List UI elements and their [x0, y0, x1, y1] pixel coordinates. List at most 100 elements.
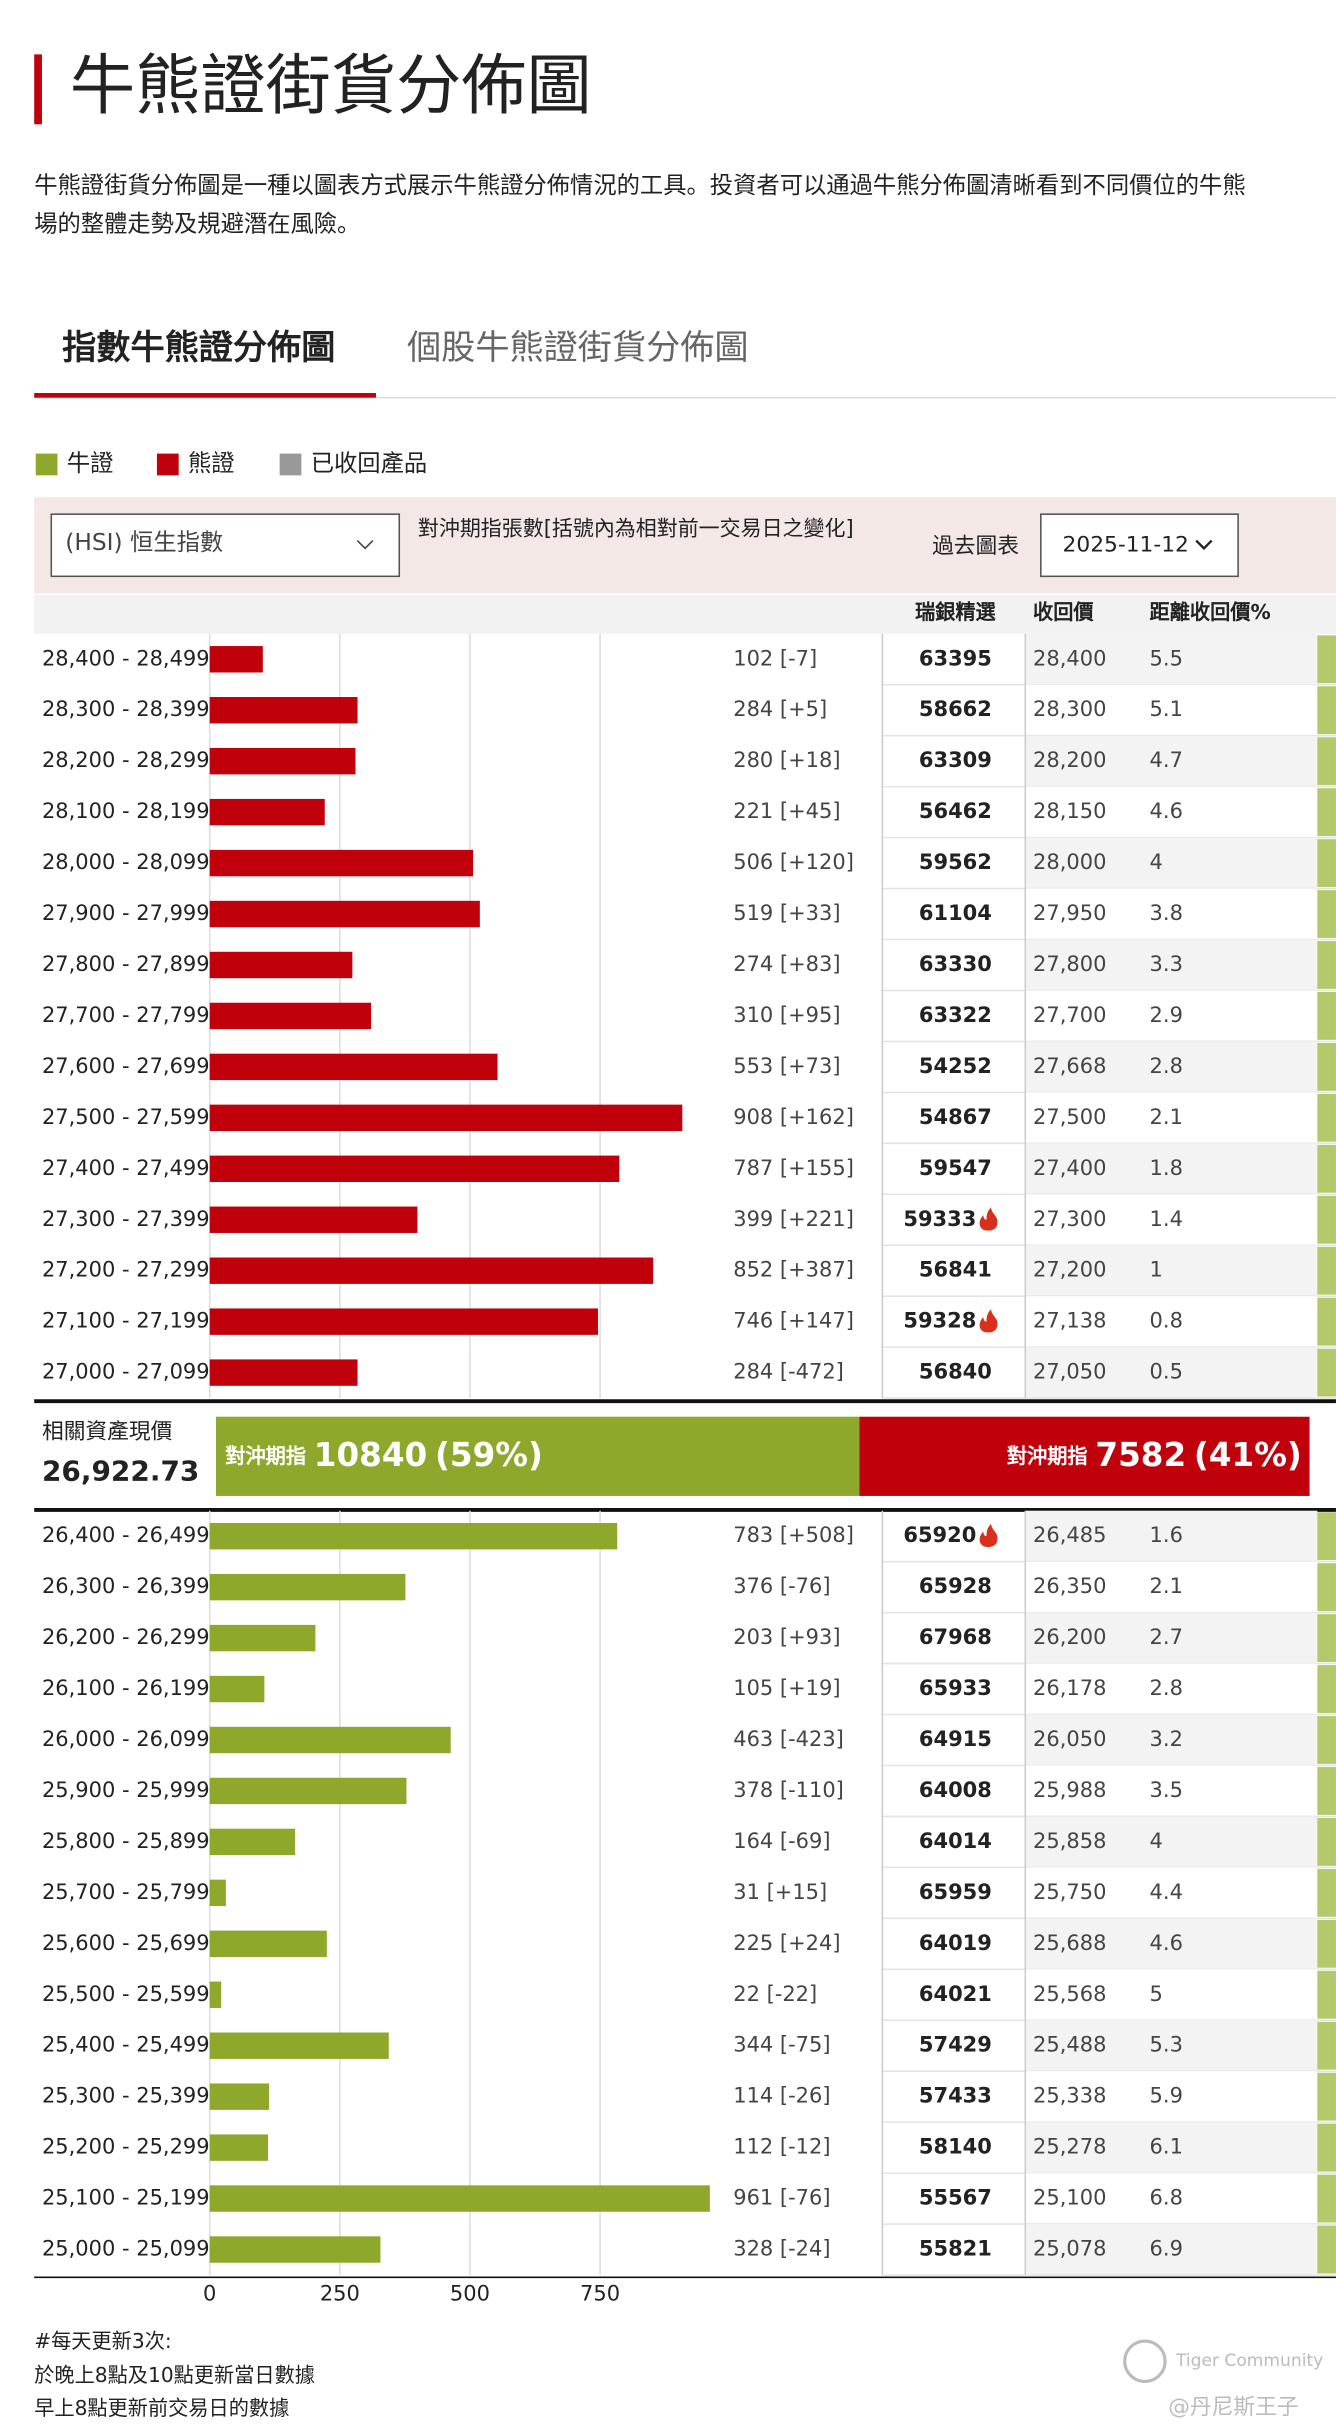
tab-underline: [34, 393, 376, 398]
row-bg: [1025, 1663, 1318, 1715]
chevron: [1195, 539, 1213, 551]
distance: 6.9: [1150, 2237, 1183, 2261]
distance: 3.3: [1150, 952, 1183, 976]
edge-cell: [1317, 2021, 1336, 2070]
distance: 2.9: [1150, 1003, 1183, 1027]
row-bg: [1025, 1867, 1318, 1919]
pick-code: 61104: [919, 901, 992, 925]
pick-code: 59328: [903, 1309, 976, 1333]
call-price: 27,138: [1033, 1309, 1106, 1333]
pick-code: 65928: [919, 1574, 992, 1598]
pick-code: 57429: [919, 2033, 992, 2057]
row-label: 26,400 - 26,499: [42, 1523, 210, 1547]
tab[interactable]: 指數牛熊證分佈圖: [62, 328, 335, 368]
distance: 5.1: [1150, 697, 1183, 721]
bar: [209, 1675, 265, 1703]
distance: 3.5: [1150, 1778, 1183, 1802]
hot-icon: [979, 1207, 998, 1231]
call-price: 27,668: [1033, 1054, 1106, 1078]
call-price: 25,988: [1033, 1778, 1106, 1802]
tab[interactable]: 個股牛熊證街貨分佈圖: [407, 328, 749, 368]
bar: [209, 900, 480, 928]
value-label: 114 [-26]: [733, 2084, 830, 2108]
footer-note: 於晚上8點及10點更新當日數據: [34, 2363, 315, 2387]
value-label: 31 [+15]: [733, 1880, 827, 1904]
edge-cell: [1317, 1512, 1336, 1561]
row-label: 27,400 - 27,499: [42, 1156, 210, 1180]
row-bg: [1025, 1561, 1318, 1613]
distance: 2.1: [1150, 1105, 1183, 1129]
row-bg: [1025, 1041, 1318, 1093]
pick-code: 63395: [919, 646, 992, 670]
row-bg: [1025, 2071, 1318, 2123]
bar: [209, 1522, 618, 1550]
call-price: 27,950: [1033, 901, 1106, 925]
row-label: 27,600 - 27,699: [42, 1054, 210, 1078]
call-price: 27,300: [1033, 1207, 1106, 1231]
pick-code: 64915: [919, 1727, 992, 1751]
distance: 4.6: [1150, 1931, 1183, 1955]
distance: 0.5: [1150, 1360, 1183, 1384]
pick-code: 59333: [903, 1207, 976, 1231]
row-label: 28,100 - 28,199: [42, 799, 210, 823]
row-label: 28,300 - 28,399: [42, 697, 210, 721]
pick-code: 63330: [919, 952, 992, 976]
history-label: 過去圖表: [932, 534, 1019, 559]
pick-code: 63309: [919, 748, 992, 772]
date-select[interactable]: [1040, 513, 1239, 578]
call-price: 25,338: [1033, 2084, 1106, 2108]
pick-code: 55567: [919, 2186, 992, 2210]
row-label: 27,800 - 27,899: [42, 952, 210, 976]
call-price: 27,400: [1033, 1156, 1106, 1180]
distance: 2.8: [1150, 1676, 1183, 1700]
bar: [209, 1308, 598, 1335]
legend-label: 熊證: [188, 450, 235, 477]
bar: [209, 849, 474, 877]
pick-code: 56841: [919, 1258, 992, 1282]
call-price: 26,178: [1033, 1676, 1106, 1700]
row-bg: [1025, 1510, 1318, 1562]
share-text: 對沖期指 7582 (41%): [1007, 1436, 1302, 1474]
call-price: 28,200: [1033, 748, 1106, 772]
distance: 6.8: [1150, 2186, 1183, 2210]
row-label: 28,200 - 28,299: [42, 748, 210, 772]
row-label: 27,200 - 27,299: [42, 1258, 210, 1282]
row-bg: [1025, 1612, 1318, 1664]
bar: [209, 1206, 418, 1233]
row-bg: [1025, 633, 1318, 685]
row-label: 25,000 - 25,099: [42, 2237, 210, 2261]
edge-cell: [1317, 1817, 1336, 1866]
row-bg: [1025, 888, 1318, 940]
row-bg: [1025, 939, 1318, 991]
column-header: 收回價: [1033, 600, 1094, 624]
distance: 3.8: [1150, 901, 1183, 925]
distance: 5.3: [1150, 2033, 1183, 2057]
value-label: 203 [+93]: [733, 1625, 840, 1649]
pick-code: 58662: [919, 697, 992, 721]
edge-cell: [1317, 941, 1336, 989]
row-bg: [1025, 786, 1318, 838]
share-part: (59%): [435, 1436, 543, 1474]
bar: [209, 798, 325, 826]
bar: [209, 1879, 226, 1907]
title-accent: [34, 54, 42, 125]
distance: 4.4: [1150, 1880, 1183, 1904]
edge-cell: [1317, 1297, 1336, 1346]
edge-cell: [1317, 992, 1336, 1040]
edge-cell: [1317, 1868, 1336, 1917]
index-select[interactable]: [50, 513, 401, 578]
share-part: 7582: [1095, 1436, 1186, 1474]
value-label: 852 [+387]: [733, 1258, 854, 1282]
distance: 5: [1150, 1982, 1163, 2006]
edge-cell: [1317, 686, 1336, 735]
row-bg: [1025, 837, 1318, 889]
edge-cell: [1317, 1348, 1336, 1397]
bar: [209, 697, 358, 724]
table-header: [34, 594, 1336, 634]
value-label: 105 [+19]: [733, 1676, 840, 1700]
pick-code: 65920: [903, 1523, 976, 1547]
value-label: 787 [+155]: [733, 1156, 854, 1180]
row-label: 26,200 - 26,299: [42, 1625, 210, 1649]
edge-cell: [1317, 1665, 1336, 1713]
